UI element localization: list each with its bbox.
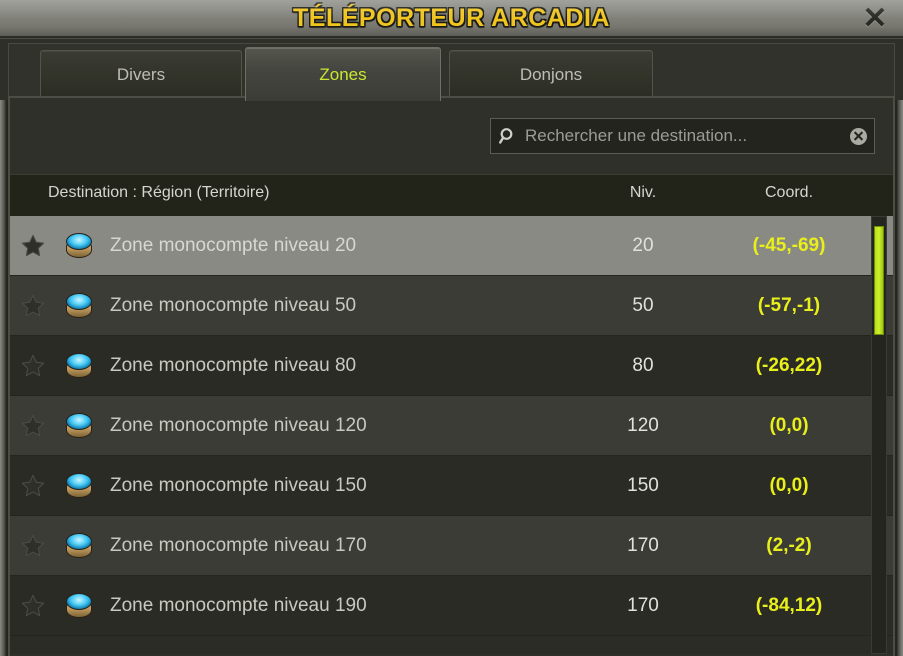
search-row bbox=[10, 98, 893, 174]
vertical-scrollbar[interactable] bbox=[871, 216, 887, 654]
clear-icon[interactable] bbox=[842, 127, 874, 145]
destination-name: Zone monocompte niveau 50 bbox=[110, 294, 357, 316]
teleport-pad-icon bbox=[56, 412, 102, 439]
destination-level: 150 bbox=[627, 474, 659, 496]
search-box[interactable] bbox=[490, 118, 875, 154]
destination-list[interactable]: Zone monocompte niveau 20 20 (-45,-69) Zone… bbox=[10, 216, 893, 654]
tab-donjons[interactable]: Donjons bbox=[449, 50, 653, 98]
destination-name: Zone monocompte niveau 190 bbox=[110, 594, 367, 616]
teleport-pad-icon bbox=[56, 352, 102, 379]
destination-name: Zone monocompte niveau 170 bbox=[110, 534, 367, 556]
column-header-level[interactable]: Niv. bbox=[629, 184, 657, 201]
table-row[interactable]: Zone monocompte niveau 80 80 (-26,22) bbox=[10, 336, 893, 396]
page-title: TÉLÉPORTEUR ARCADIA bbox=[293, 4, 610, 32]
destination-coords: (-84,12) bbox=[755, 594, 823, 616]
destination-level: 120 bbox=[627, 414, 659, 436]
table-row[interactable]: Zone monocompte niveau 150 150 (0,0) bbox=[10, 456, 893, 516]
scrollbar-thumb[interactable] bbox=[874, 225, 884, 335]
destination-coords: (-45,-69) bbox=[752, 234, 826, 256]
table-row[interactable]: Zone monocompte niveau 120 120 (0,0) bbox=[10, 396, 893, 456]
destination-level: 50 bbox=[632, 294, 654, 316]
destination-level: 20 bbox=[632, 234, 654, 256]
destination-level: 80 bbox=[632, 354, 654, 376]
content-panel: ✕ Destination : Région (Territoire) Niv. bbox=[8, 96, 895, 656]
teleport-pad-icon bbox=[56, 292, 102, 319]
close-icon[interactable]: ✕ bbox=[862, 2, 888, 35]
favorite-star-icon[interactable] bbox=[10, 533, 56, 559]
tab-divers[interactable]: Divers bbox=[40, 50, 242, 98]
table-row[interactable]: Zone monocompte niveau 170 170 (2,-2) bbox=[10, 516, 893, 576]
destination-name: Zone monocompte niveau 80 bbox=[110, 354, 357, 376]
favorite-star-icon[interactable] bbox=[10, 293, 56, 319]
teleport-pad-icon bbox=[56, 232, 102, 259]
destination-coords: (2,-2) bbox=[766, 534, 812, 556]
tab-zones[interactable]: Zones bbox=[245, 47, 441, 101]
favorite-star-icon[interactable] bbox=[10, 353, 56, 379]
destination-name: Zone monocompte niveau 120 bbox=[110, 414, 367, 436]
table-row[interactable]: Zone monocompte niveau 20 20 (-45,-69) bbox=[10, 216, 893, 276]
destination-coords: (-57,-1) bbox=[757, 294, 821, 316]
teleport-pad-icon bbox=[56, 592, 102, 619]
destination-name: Zone monocompte niveau 150 bbox=[110, 474, 367, 496]
favorite-star-icon[interactable] bbox=[10, 233, 56, 259]
favorite-star-icon[interactable] bbox=[10, 593, 56, 619]
destination-coords: (-26,22) bbox=[755, 354, 823, 376]
table-row[interactable]: Zone monocompte niveau 50 50 (-57,-1) bbox=[10, 276, 893, 336]
column-header-coords[interactable]: Coord. bbox=[764, 184, 814, 201]
destination-coords: (0,0) bbox=[769, 414, 809, 436]
table-header: Destination : Région (Territoire) Niv. C… bbox=[10, 174, 893, 216]
destination-coords: (0,0) bbox=[769, 474, 809, 496]
window-frame-left bbox=[0, 38, 6, 656]
destination-name: Zone monocompte niveau 20 bbox=[110, 234, 357, 256]
title-bar: TÉLÉPORTEUR ARCADIA ✕ bbox=[0, 0, 903, 38]
search-icon bbox=[491, 119, 525, 153]
window-frame-right bbox=[897, 38, 903, 656]
favorite-star-icon[interactable] bbox=[10, 413, 56, 439]
search-input[interactable] bbox=[525, 126, 842, 146]
destination-level: 170 bbox=[627, 594, 659, 616]
destination-level: 170 bbox=[627, 534, 659, 556]
table-row[interactable]: Zone monocompte niveau 190 170 (-84,12) bbox=[10, 576, 893, 636]
favorite-star-icon[interactable] bbox=[10, 473, 56, 499]
teleport-pad-icon bbox=[56, 532, 102, 559]
tab-strip: Divers Zones Donjons bbox=[0, 38, 903, 101]
teleport-pad-icon bbox=[56, 472, 102, 499]
column-header-destination[interactable]: Destination : Région (Territoire) bbox=[48, 184, 270, 201]
